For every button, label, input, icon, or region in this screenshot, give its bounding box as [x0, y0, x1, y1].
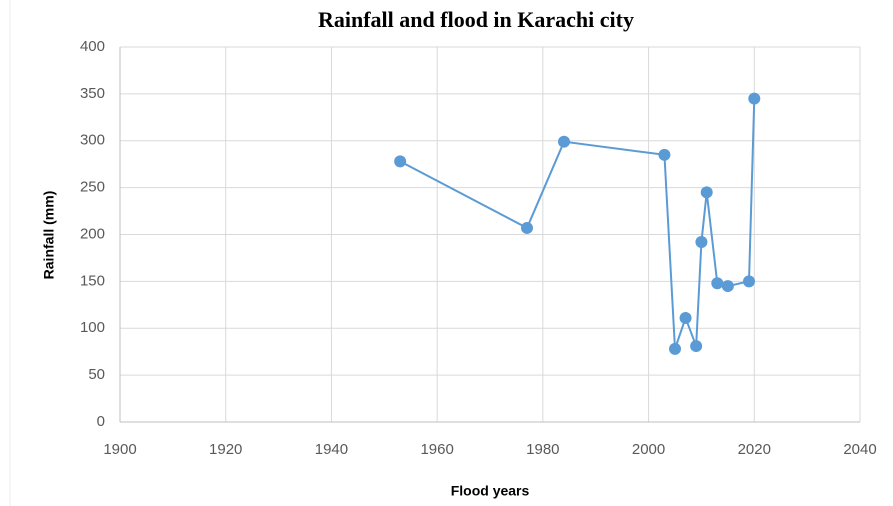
y-tick-label: 250 — [80, 179, 105, 196]
x-tick-label: 1980 — [526, 441, 559, 458]
data-point — [690, 340, 703, 353]
data-point — [695, 236, 708, 248]
y-tick-label: 400 — [80, 38, 105, 55]
chart-title: Rainfall and flood in Karachi city — [318, 7, 634, 32]
x-tick-label: 1960 — [420, 441, 453, 458]
x-tick-label: 2040 — [843, 441, 876, 458]
data-point — [394, 155, 407, 168]
data-point — [521, 221, 533, 234]
x-tick-label: 2000 — [632, 441, 665, 458]
data-point — [743, 275, 755, 288]
y-tick-label: 350 — [80, 85, 105, 102]
y-tick-label: 0 — [97, 413, 105, 430]
data-point — [658, 148, 671, 161]
data-point — [679, 311, 692, 324]
data-point — [721, 280, 734, 293]
x-tick-label: 1900 — [103, 441, 136, 458]
data-point — [558, 135, 570, 148]
y-axis-title: Rainfall (mm) — [41, 191, 57, 280]
data-point — [700, 186, 713, 199]
x-tick-label: 1920 — [209, 441, 242, 458]
y-tick-label: 150 — [80, 272, 105, 289]
x-axis-title: Flood years — [451, 483, 530, 499]
series-line — [399, 98, 756, 350]
y-tick-label: 100 — [80, 319, 105, 336]
data-point — [748, 92, 761, 105]
y-tick-label: 50 — [88, 366, 105, 383]
data-point — [669, 342, 681, 355]
data-point — [711, 277, 724, 290]
x-tick-label: 1940 — [315, 441, 348, 458]
x-tick-label: 2020 — [738, 441, 771, 458]
y-tick-label: 200 — [80, 225, 105, 242]
y-tick-label: 300 — [80, 132, 105, 149]
